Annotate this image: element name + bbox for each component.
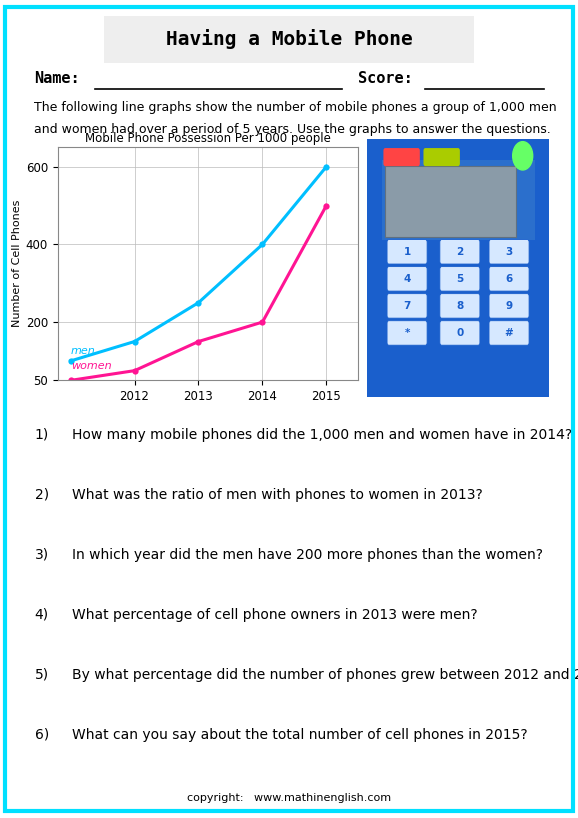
FancyBboxPatch shape	[440, 240, 480, 264]
FancyBboxPatch shape	[489, 267, 529, 291]
Text: 7: 7	[403, 301, 411, 311]
Text: 4): 4)	[35, 608, 49, 622]
FancyBboxPatch shape	[440, 267, 480, 291]
Text: *: *	[405, 328, 410, 338]
FancyBboxPatch shape	[440, 321, 480, 345]
Text: What was the ratio of men with phones to women in 2013?: What was the ratio of men with phones to…	[72, 488, 483, 502]
Text: 4: 4	[403, 274, 411, 284]
FancyBboxPatch shape	[387, 294, 427, 318]
Text: and women had over a period of 5 years. Use the graphs to answer the questions.: and women had over a period of 5 years. …	[34, 124, 550, 137]
Text: 8: 8	[456, 301, 464, 311]
Text: 9: 9	[506, 301, 513, 311]
FancyBboxPatch shape	[67, 11, 511, 68]
Text: women: women	[71, 362, 111, 371]
Text: 3: 3	[505, 247, 513, 257]
FancyBboxPatch shape	[424, 148, 460, 166]
FancyBboxPatch shape	[489, 294, 529, 318]
FancyBboxPatch shape	[387, 321, 427, 345]
FancyBboxPatch shape	[489, 240, 529, 264]
Text: 5): 5)	[35, 667, 49, 682]
FancyBboxPatch shape	[386, 166, 516, 237]
Text: Having a Mobile Phone: Having a Mobile Phone	[166, 29, 412, 49]
FancyBboxPatch shape	[489, 321, 529, 345]
FancyBboxPatch shape	[440, 294, 480, 318]
FancyBboxPatch shape	[381, 160, 535, 240]
Text: 5: 5	[456, 274, 464, 284]
Text: 3): 3)	[35, 548, 49, 562]
Y-axis label: Number of Cell Phones: Number of Cell Phones	[12, 200, 21, 327]
Text: 6): 6)	[35, 728, 49, 742]
FancyBboxPatch shape	[364, 128, 553, 410]
Text: The following line graphs show the number of mobile phones a group of 1,000 men: The following line graphs show the numbe…	[34, 101, 557, 115]
Text: By what percentage did the number of phones grew between 2012 and 2013?: By what percentage did the number of pho…	[72, 667, 578, 682]
Text: 1: 1	[403, 247, 411, 257]
Text: What percentage of cell phone owners in 2013 were men?: What percentage of cell phone owners in …	[72, 608, 478, 622]
Text: men: men	[71, 346, 95, 356]
Text: 2): 2)	[35, 488, 49, 502]
Text: 2: 2	[456, 247, 464, 257]
Title: Mobile Phone Possession Per 1000 people: Mobile Phone Possession Per 1000 people	[85, 132, 331, 145]
Text: Name:: Name:	[34, 71, 79, 86]
Text: 0: 0	[456, 328, 464, 338]
FancyBboxPatch shape	[383, 148, 420, 166]
Text: 1): 1)	[35, 428, 49, 442]
Text: Score:: Score:	[358, 71, 413, 86]
FancyBboxPatch shape	[387, 240, 427, 264]
Text: #: #	[505, 328, 513, 338]
Text: What can you say about the total number of cell phones in 2015?: What can you say about the total number …	[72, 728, 528, 742]
FancyBboxPatch shape	[387, 267, 427, 291]
Text: How many mobile phones did the 1,000 men and women have in 2014?: How many mobile phones did the 1,000 men…	[72, 428, 572, 442]
Circle shape	[513, 142, 533, 170]
Text: copyright:   www.mathinenglish.com: copyright: www.mathinenglish.com	[187, 793, 391, 802]
Text: 6: 6	[505, 274, 513, 284]
Text: In which year did the men have 200 more phones than the women?: In which year did the men have 200 more …	[72, 548, 543, 562]
